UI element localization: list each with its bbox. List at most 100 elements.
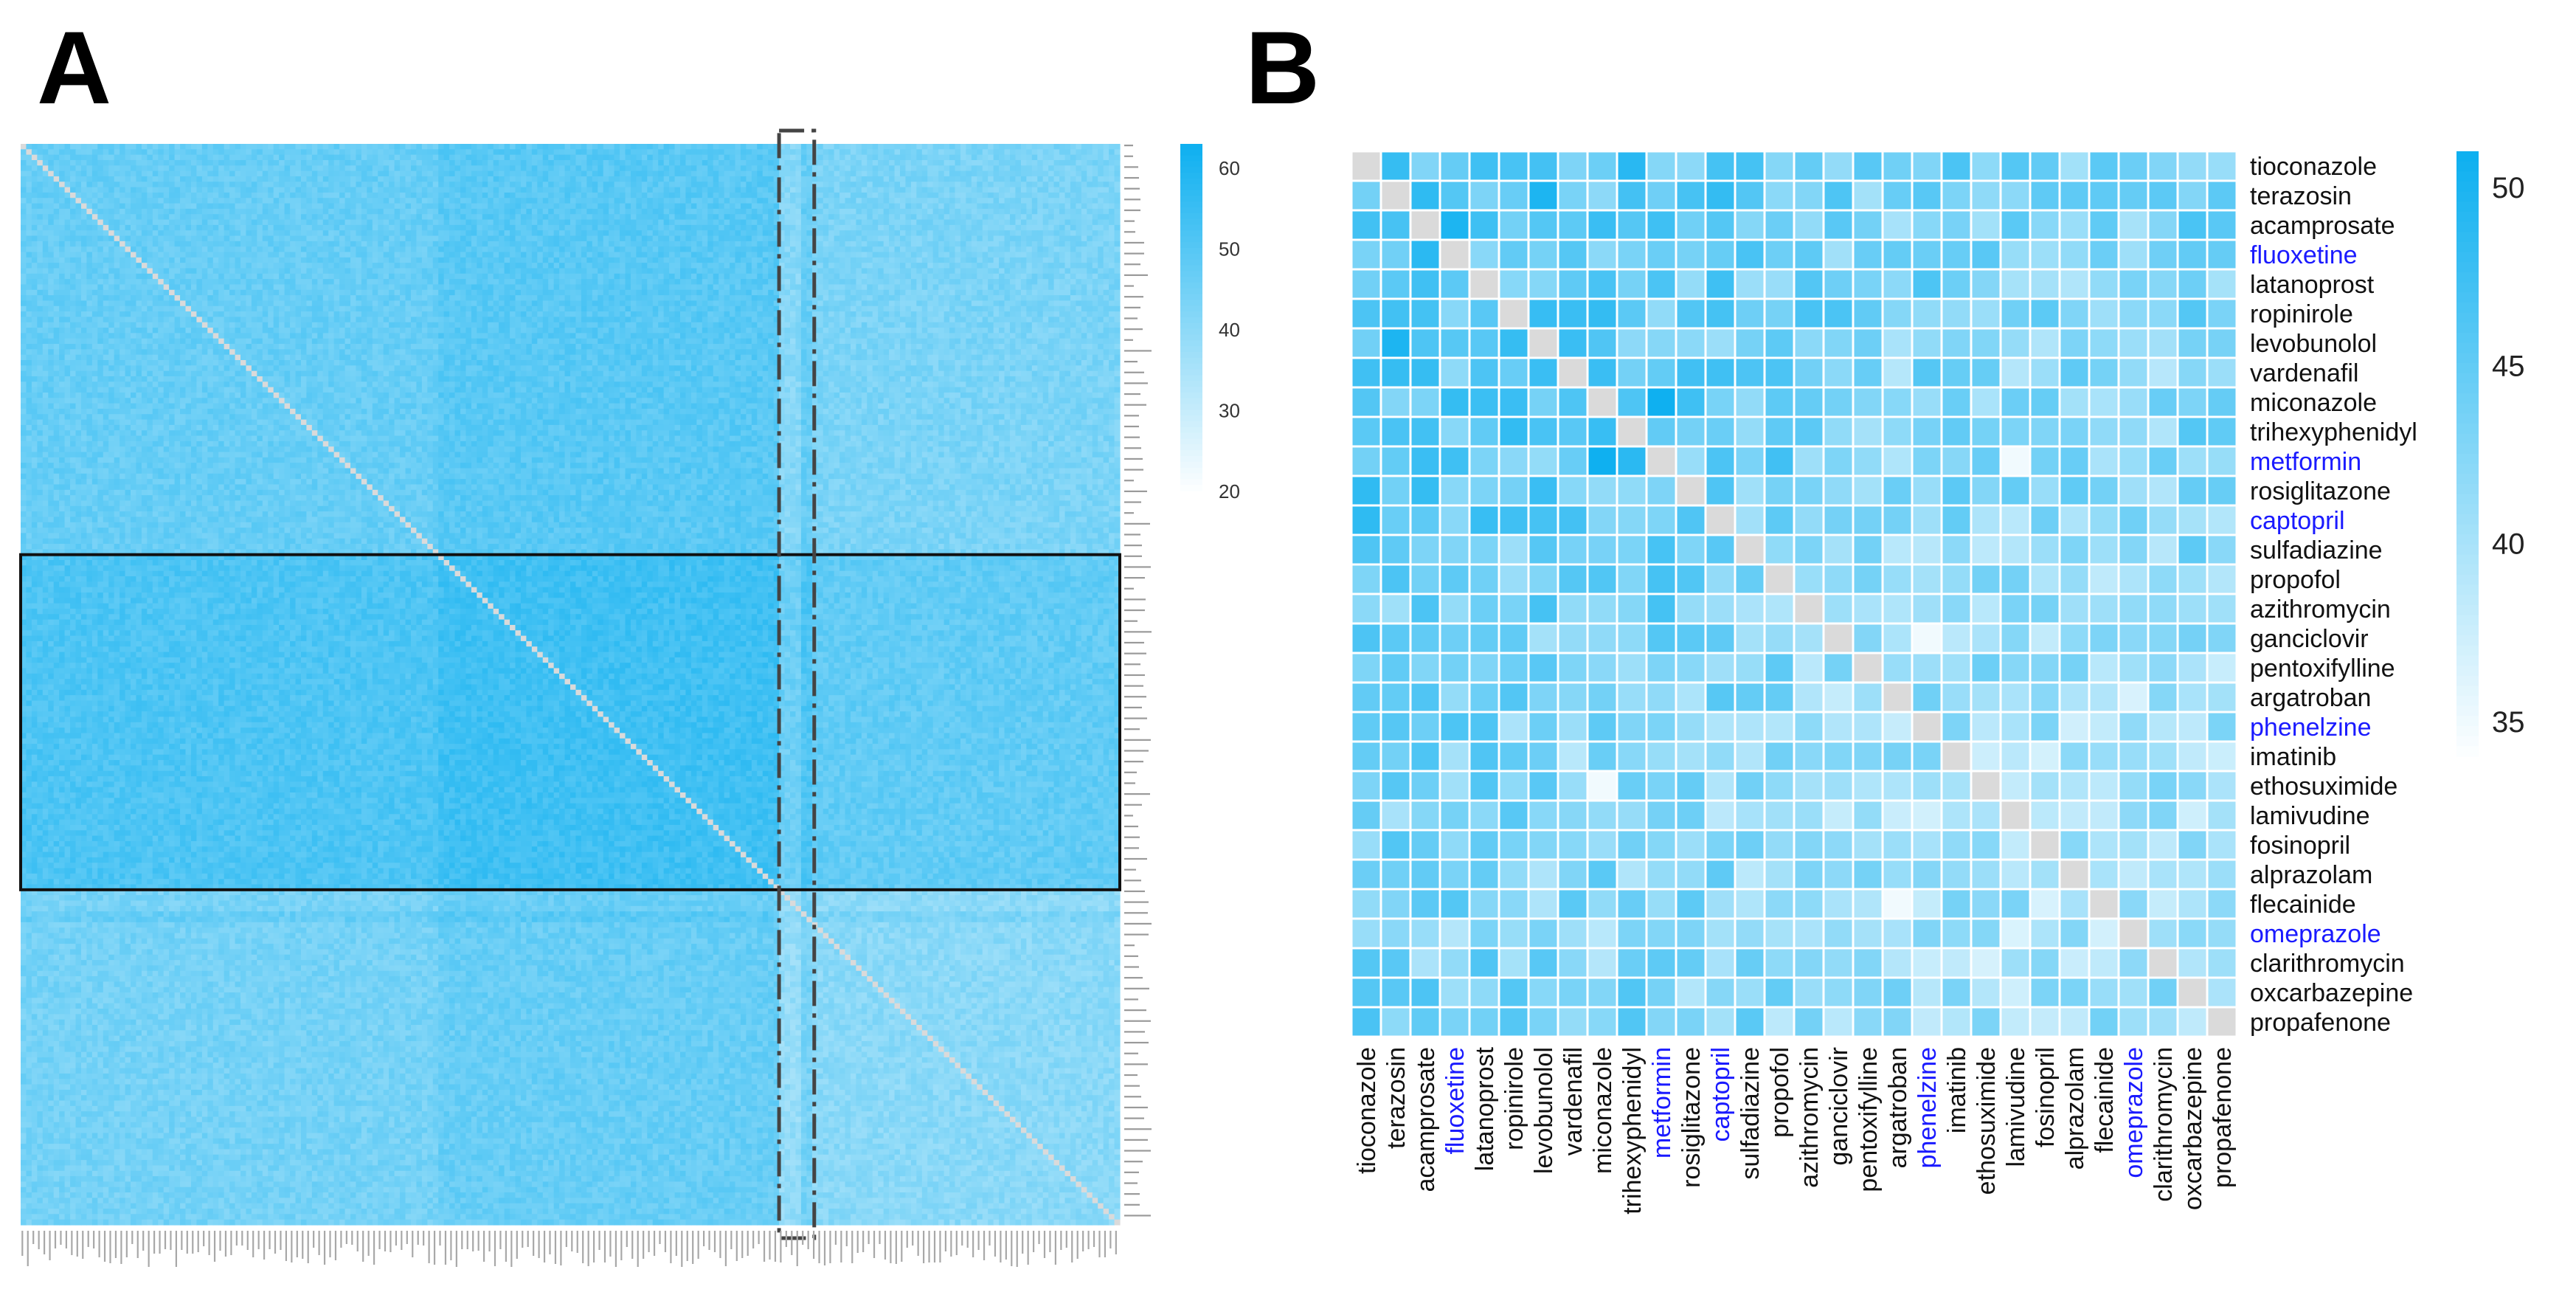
heatmap-a-cell [955,165,961,171]
heatmap-a-cell [537,165,543,171]
heatmap-a-cell [395,149,401,155]
heatmap-a-cell [48,160,54,166]
heatmap-a-cell [1015,165,1021,171]
heatmap-a-cell [207,155,213,161]
heatmap-a-cell [246,149,252,155]
heatmap-a-cell [741,149,747,155]
heatmap-a-cell [1043,160,1049,166]
heatmap-a-cell [26,155,32,161]
heatmap-a-cell [1021,144,1027,150]
heatmap-a-cell [389,160,395,166]
heatmap-a-cell [790,149,796,155]
heatmap-a-cell [306,160,312,166]
heatmap-a-cell [345,155,351,161]
heatmap-a-cell [477,165,482,171]
heatmap-a-cell [416,165,422,171]
heatmap-a-cell [757,149,763,155]
heatmap-a-cell [499,155,505,161]
heatmap-a-cell [488,160,494,166]
heatmap-a-cell [103,144,109,150]
heatmap-a-cell [620,155,626,161]
heatmap-a-cell [735,165,741,171]
heatmap-a-cell [614,144,620,150]
heatmap-a-cell [373,160,378,166]
heatmap-a-cell [505,144,510,150]
heatmap-a-cell [37,149,43,155]
heatmap-a-cell [960,165,966,171]
heatmap-a-cell [499,160,505,166]
heatmap-a-cell [944,155,950,161]
heatmap-a-cell [158,149,164,155]
heatmap-a-cell [290,160,296,166]
heatmap-a-cell [213,144,219,150]
heatmap-a-cell [328,144,334,150]
heatmap-a-cell [972,160,977,166]
heatmap-a-cell [669,149,675,155]
heatmap-a-cell [620,149,626,155]
heatmap-a-cell [586,155,592,161]
heatmap-a-cell [465,149,471,155]
heatmap-a-cell [735,155,741,161]
heatmap-a-cell [131,155,136,161]
heatmap-a-cell [911,160,917,166]
heatmap-a-cell [191,155,197,161]
heatmap-a-cell [37,160,43,166]
heatmap-a-cell [548,144,554,150]
heatmap-a-cell [202,144,208,150]
heatmap-a-cell [867,165,873,171]
heatmap-a-cell [526,165,532,171]
heatmap-a-cell [609,144,614,150]
heatmap-a-cell [285,155,291,161]
heatmap-a-cell [817,165,823,171]
heatmap-a-cell [334,165,340,171]
heatmap-a-cell [603,144,609,150]
heatmap-a-cell [1109,144,1115,150]
heatmap-a-cell [114,144,120,150]
heatmap-a-cell [54,160,60,166]
heatmap-a-cell [834,155,840,161]
heatmap-a-cell [306,165,312,171]
heatmap-a-cell [691,160,697,166]
heatmap-a-cell [86,165,92,171]
heatmap-a-cell [817,160,823,166]
heatmap-a-cell [944,165,950,171]
heatmap-a-cell [845,144,851,150]
heatmap-a-cell [312,144,318,150]
heatmap-a-cell [465,165,471,171]
heatmap-a-cell [1026,160,1032,166]
heatmap-a-cell [317,160,323,166]
heatmap-a-cell [301,155,307,161]
heatmap-a-cell [675,144,681,150]
heatmap-a-cell [680,149,686,155]
heatmap-a-cell [120,155,125,161]
heatmap-a-cell [86,155,92,161]
heatmap-a-cell [37,171,43,177]
heatmap-a-cell [65,144,71,150]
heatmap-a-cell [142,149,148,155]
heatmap-a-cell [752,165,758,171]
heatmap-a-cell [916,165,922,171]
heatmap-a-cell [592,149,598,155]
heatmap-a-cell [218,160,224,166]
heatmap-a-cell [350,155,356,161]
heatmap-a-cell [427,160,433,166]
heatmap-a-cell [460,144,466,150]
heatmap-a-cell [1032,160,1038,166]
heatmap-a-cell [169,149,175,155]
heatmap-a-cell [153,149,159,155]
heatmap-a-cell [724,144,730,150]
heatmap-a-cell [229,155,235,161]
heatmap-a-cell [548,149,554,155]
heatmap-a-cell [889,144,895,150]
heatmap-a-cell [586,144,592,150]
heatmap-a-cell [1037,149,1043,155]
heatmap-a-cell [1037,144,1043,150]
heatmap-a-cell [21,144,27,150]
heatmap-a-cell [438,165,444,171]
heatmap-a-cell [438,160,444,166]
heatmap-a-cell [702,160,708,166]
heatmap-a-cell [103,160,109,166]
heatmap-a-cell [966,144,972,150]
heatmap-a-cell [312,155,318,161]
heatmap-a-cell [586,149,592,155]
